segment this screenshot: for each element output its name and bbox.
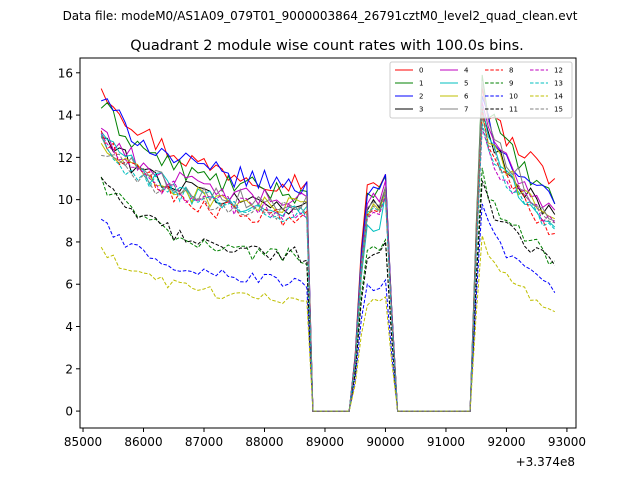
y-tick-label: 0 xyxy=(65,405,73,419)
y-tick-label: 6 xyxy=(65,278,73,292)
plot-lines xyxy=(100,74,556,412)
legend-label-9: 9 xyxy=(509,80,513,88)
y-tick-label: 14 xyxy=(58,109,73,123)
legend-label-6: 6 xyxy=(464,93,469,101)
legend-label-8: 8 xyxy=(509,67,513,75)
series-line-9 xyxy=(100,167,556,412)
series-line-12 xyxy=(100,127,556,412)
x-tick-label: 87000 xyxy=(185,435,223,449)
x-tick-label: 90000 xyxy=(366,435,404,449)
series-line-5 xyxy=(100,106,556,412)
series-line-11 xyxy=(100,177,556,412)
x-tick-label: 85000 xyxy=(64,435,102,449)
x-offset-label: +3.374e8 xyxy=(516,455,575,469)
series-line-4 xyxy=(100,102,556,412)
y-tick-label: 16 xyxy=(58,66,73,80)
x-tick-label: 86000 xyxy=(124,435,162,449)
series-line-10 xyxy=(100,203,556,412)
legend-label-0: 0 xyxy=(419,67,423,75)
y-tick-label: 12 xyxy=(58,151,73,165)
legend-label-1: 1 xyxy=(419,80,423,88)
plot-frame xyxy=(79,57,577,429)
legend-label-14: 14 xyxy=(554,93,563,101)
y-tick-label: 4 xyxy=(65,320,73,334)
x-tick-label: 91000 xyxy=(427,435,465,449)
x-tick-label: 93000 xyxy=(548,435,586,449)
legend-label-13: 13 xyxy=(554,80,563,88)
legend-label-15: 15 xyxy=(554,106,563,114)
y-axis-ticks: 0 2 4 6 8 10 12 14 16 xyxy=(58,66,80,419)
series-line-14 xyxy=(100,235,556,412)
legend-label-7: 7 xyxy=(464,106,468,114)
y-tick-label: 10 xyxy=(58,193,73,207)
x-tick-label: 92000 xyxy=(487,435,525,449)
chart-title: Quadrant 2 module wise count rates with … xyxy=(130,38,524,54)
legend-label-10: 10 xyxy=(509,93,518,101)
chart-suptitle: Data file: modeM0/AS1A09_079T01_90000038… xyxy=(63,9,578,23)
x-axis-ticks: 85000 86000 87000 88000 89000 90000 91000 92000… xyxy=(64,428,586,449)
series-line-13 xyxy=(100,123,556,412)
y-tick-label: 2 xyxy=(65,362,73,376)
legend-label-12: 12 xyxy=(554,67,563,75)
legend-label-4: 4 xyxy=(464,67,469,75)
legend-label-2: 2 xyxy=(419,93,423,101)
series-line-8 xyxy=(100,108,555,412)
legend-box xyxy=(389,61,573,119)
series-line-15 xyxy=(101,115,555,412)
legend-label-11: 11 xyxy=(509,106,518,114)
y-tick-label: 8 xyxy=(65,235,73,249)
legend-label-5: 5 xyxy=(464,80,468,88)
x-tick-label: 89000 xyxy=(306,435,344,449)
x-tick-label: 88000 xyxy=(245,435,283,449)
legend-label-3: 3 xyxy=(419,106,423,114)
